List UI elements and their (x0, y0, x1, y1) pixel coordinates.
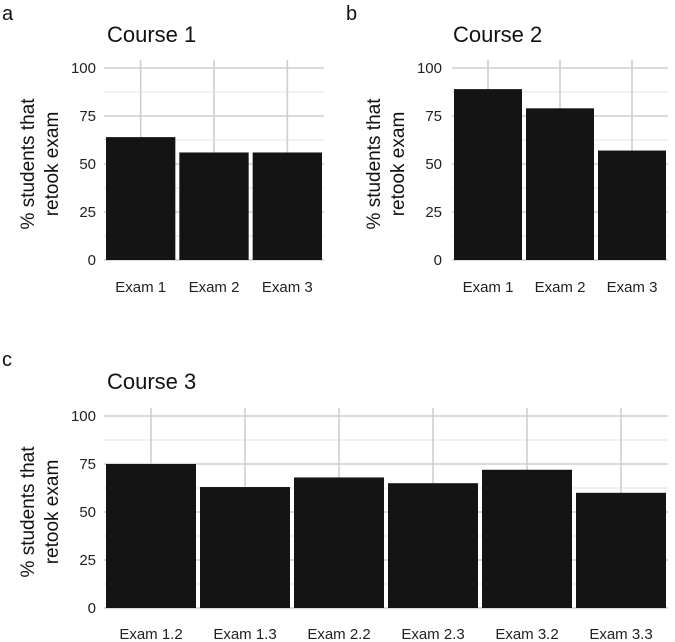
y-tick-label: 75 (425, 108, 442, 125)
x-tick-label: Exam 2 (189, 279, 240, 296)
x-tick-label: Exam 3.3 (589, 626, 652, 642)
bar (106, 137, 176, 260)
x-tick-label: Exam 1 (463, 279, 514, 296)
y-tick-label: 0 (88, 600, 96, 617)
y-tick-label: 100 (71, 408, 96, 425)
x-tick-label: Exam 3 (262, 279, 313, 296)
y-tick-label: 25 (79, 552, 96, 569)
panel-b: b Course 2 % students that retook exam 0 25 50… (346, 3, 668, 296)
y-tick-label: 50 (79, 156, 96, 173)
bar (482, 469, 572, 608)
bar (454, 89, 522, 261)
bar (294, 477, 384, 608)
bar (106, 464, 196, 608)
bar (598, 150, 666, 260)
y-axis-label: retook exam (42, 112, 63, 217)
bar (179, 152, 249, 260)
y-tick-label: 75 (79, 108, 96, 125)
panel-letter: b (346, 3, 357, 25)
x-tick-label: Exam 1 (115, 279, 166, 296)
x-tick-label: Exam 3 (607, 279, 658, 296)
bar (252, 152, 322, 260)
bar (576, 492, 666, 608)
y-tick-label: 100 (71, 60, 96, 77)
y-axis-label: retook exam (388, 112, 409, 217)
y-axis-label: % students that (364, 98, 385, 230)
panel-letter: c (2, 349, 12, 371)
y-tick-label: 50 (79, 504, 96, 521)
bar (526, 108, 594, 260)
y-tick-label: 25 (79, 204, 96, 221)
x-tick-label: Exam 2.3 (401, 626, 464, 642)
bar (200, 487, 290, 608)
panel-letter: a (2, 3, 14, 25)
x-tick-label: Exam 2.2 (307, 626, 370, 642)
y-axis-label: retook exam (42, 460, 63, 565)
chart-title: Course 3 (107, 369, 196, 394)
x-tick-label: Exam 1.2 (119, 626, 182, 642)
y-tick-label: 50 (425, 156, 442, 173)
panel-c: c Course 3 % students that retook exam 0 25 50… (2, 349, 668, 642)
y-axis-label: % students that (18, 98, 39, 230)
panel-a: a Course 1 % students that retook exam 0 25 50… (2, 3, 324, 296)
y-tick-label: 0 (434, 252, 442, 269)
y-axis-label: % students that (18, 446, 39, 578)
y-tick-label: 25 (425, 204, 442, 221)
y-tick-label: 0 (88, 252, 96, 269)
x-tick-label: Exam 2 (535, 279, 586, 296)
bar (388, 483, 478, 608)
x-tick-label: Exam 1.3 (213, 626, 276, 642)
y-tick-label: 75 (79, 456, 96, 473)
y-tick-label: 100 (417, 60, 442, 77)
chart-title: Course 2 (453, 22, 542, 47)
x-tick-label: Exam 3.2 (495, 626, 558, 642)
chart-title: Course 1 (107, 22, 196, 47)
